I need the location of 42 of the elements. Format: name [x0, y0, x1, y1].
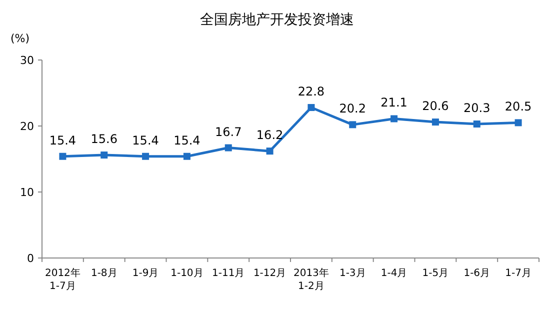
x-tick-label: 1-4月 — [380, 268, 408, 279]
x-tick-label: 2012年 1-7月 — [44, 267, 80, 292]
y-tick-label: 20 — [20, 120, 34, 133]
point — [100, 152, 108, 159]
x-tick-label: 2013年 1-2月 — [293, 267, 329, 292]
point — [142, 152, 150, 160]
point — [390, 115, 398, 122]
point — [473, 120, 480, 128]
chart-title: 全国房地产开发投资增速 — [200, 12, 354, 28]
data-label: 16.7 — [215, 124, 242, 139]
x-tick-label: 1-6月 — [464, 268, 490, 279]
point — [183, 152, 190, 160]
y-tick-label: 30 — [20, 54, 34, 67]
data-label: 20.5 — [504, 100, 532, 114]
x-tick-label: 1-5月 — [422, 268, 449, 279]
data-label: 15.4 — [174, 133, 200, 148]
y-tick-label: 0 — [27, 252, 34, 265]
data-label: 20.3 — [464, 101, 490, 116]
x-tick-label: 1-11月 — [212, 268, 245, 279]
x-tick-label: 1-9月 — [132, 268, 159, 279]
y-tick-label: 10 — [20, 186, 34, 199]
point — [266, 148, 274, 155]
x-tick-label: 1-10月 — [170, 268, 204, 279]
data-label: 22.8 — [298, 84, 325, 99]
data-label: 16.2 — [256, 128, 284, 142]
x-tick-label: 1-3月 — [339, 268, 366, 279]
point — [432, 118, 439, 126]
y-axis-title: (%) — [10, 32, 30, 45]
data-label: 15.4 — [132, 133, 159, 148]
x-tick-label: 1-8月 — [90, 268, 118, 279]
x-tick-label: 1-12月 — [253, 268, 286, 279]
data-label: 15.4 — [49, 133, 76, 148]
point — [224, 144, 232, 152]
data-label: 20.2 — [339, 102, 366, 116]
point — [349, 121, 356, 128]
point — [59, 152, 66, 160]
point — [514, 119, 522, 126]
data-label: 21.1 — [380, 96, 408, 110]
data-label: 15.6 — [90, 132, 118, 146]
point — [308, 104, 315, 112]
data-label: 20.6 — [422, 99, 449, 114]
x-tick-label: 1-7月 — [505, 268, 532, 279]
